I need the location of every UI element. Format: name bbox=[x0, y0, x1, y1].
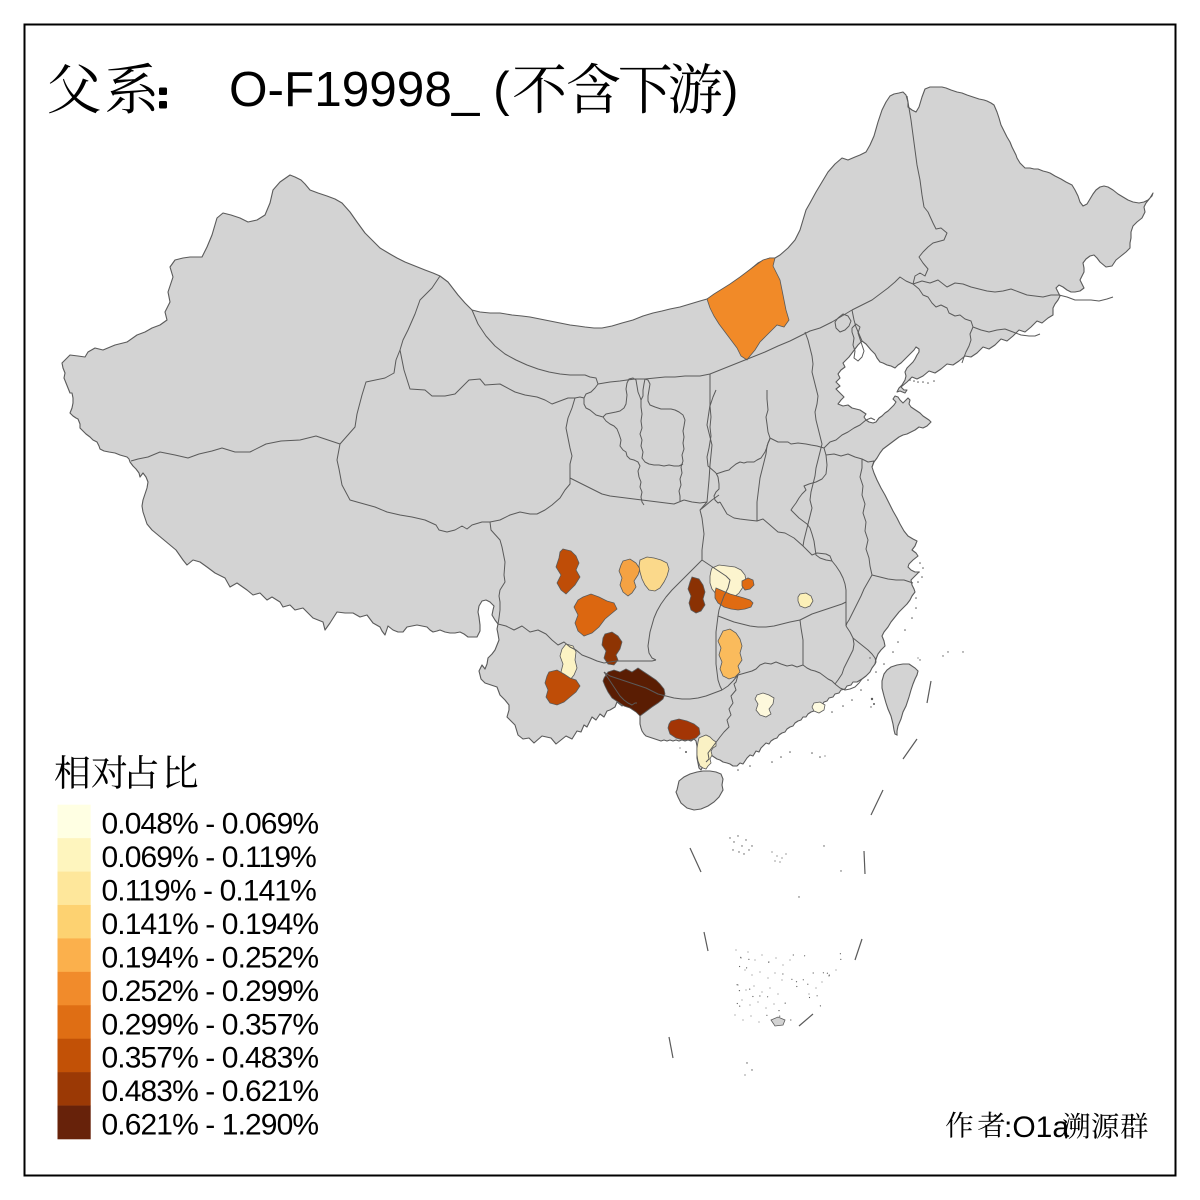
svg-text:0.483% - 0.621%: 0.483% - 0.621% bbox=[102, 1075, 319, 1108]
svg-text:0.194% - 0.252%: 0.194% - 0.252% bbox=[102, 941, 319, 974]
svg-text:0.119% - 0.141%: 0.119% - 0.141% bbox=[102, 875, 317, 908]
svg-text:0.299% - 0.357%: 0.299% - 0.357% bbox=[102, 1008, 319, 1041]
svg-text:0.069% - 0.119%: 0.069% - 0.119% bbox=[102, 841, 317, 874]
svg-text:0.252% - 0.299%: 0.252% - 0.299% bbox=[102, 975, 319, 1008]
svg-text:O-F19998_ (: O-F19998_ ( bbox=[229, 62, 510, 117]
svg-text:): ) bbox=[722, 62, 738, 117]
svg-text:0.141% - 0.194%: 0.141% - 0.194% bbox=[102, 908, 319, 941]
svg-text::O1a: :O1a bbox=[1004, 1111, 1069, 1144]
svg-text:0.048% - 0.069%: 0.048% - 0.069% bbox=[102, 808, 319, 841]
svg-text:0.621% - 1.290%: 0.621% - 1.290% bbox=[102, 1109, 319, 1142]
svg-text:0.357% - 0.483%: 0.357% - 0.483% bbox=[102, 1042, 319, 1075]
